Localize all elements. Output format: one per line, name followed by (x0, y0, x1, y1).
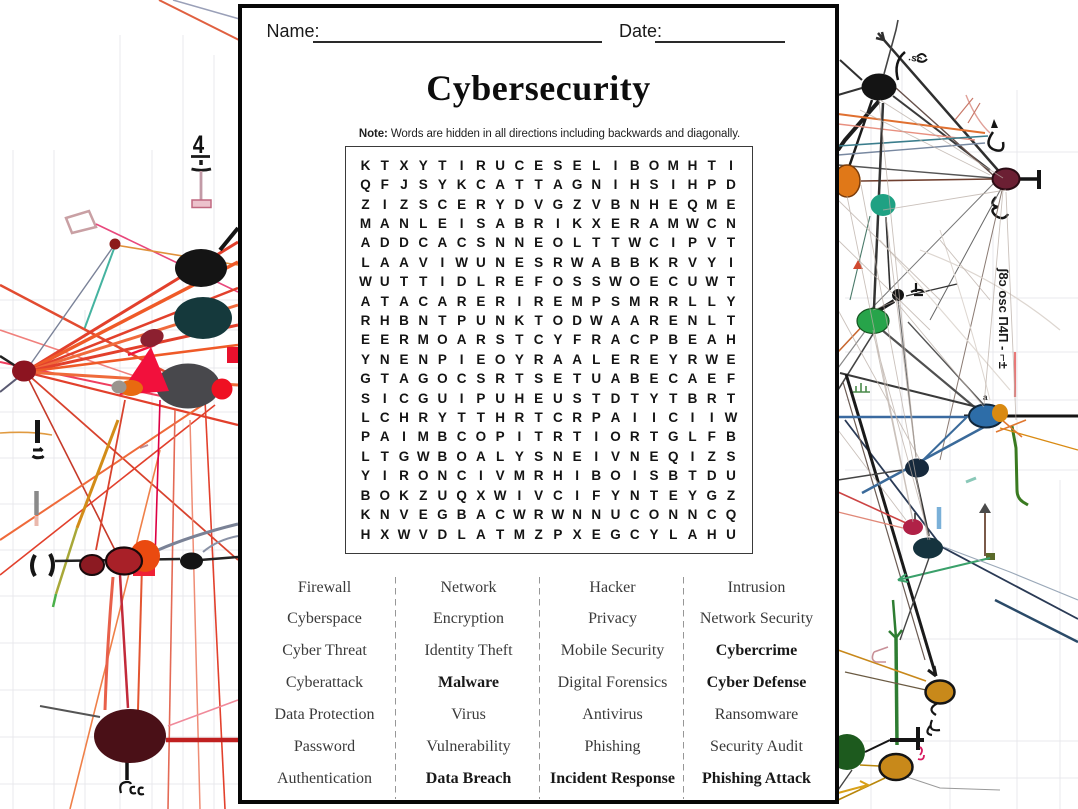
svg-text:.sc: .sc (907, 52, 923, 66)
svg-text:a: a (983, 393, 988, 402)
svg-text:4: 4 (193, 130, 205, 158)
svg-text:ʃ8ɔ osc Π4Π - ⌐±: ʃ8ɔ osc Π4Π - ⌐± (996, 267, 1011, 369)
